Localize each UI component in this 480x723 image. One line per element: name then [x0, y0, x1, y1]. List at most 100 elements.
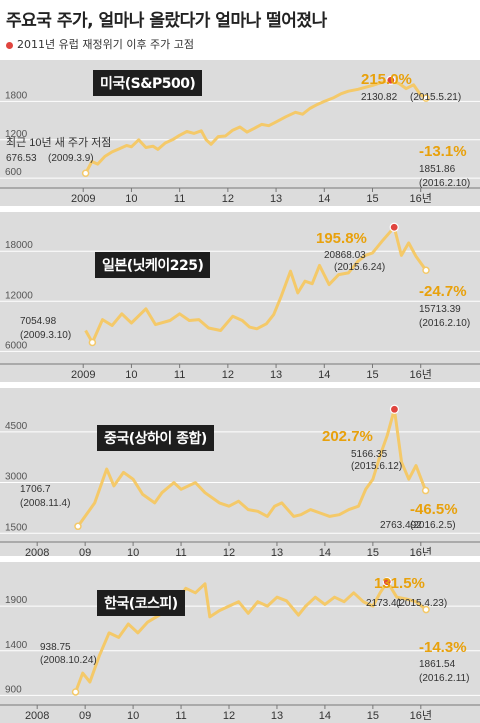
end-point-marker: [421, 486, 430, 495]
peak-percent: 202.7%: [322, 428, 373, 445]
y-tick-label: 3000: [5, 472, 28, 483]
x-tick-label: 13: [271, 547, 283, 556]
y-tick-label: 6000: [5, 340, 28, 351]
low-value: 676.53: [6, 153, 37, 164]
x-tick-label: 15: [367, 547, 379, 556]
end-date: (2016.2.11): [419, 673, 469, 684]
end-date: (2016.2.10): [419, 318, 470, 329]
drop-percent: -14.3%: [419, 639, 467, 656]
header: 주요국 주가, 얼마나 올랐다가 얼마나 떨어졌나 2011년 유럽 재정위기 …: [0, 0, 480, 60]
y-tick-label: 600: [5, 167, 22, 178]
divider: [0, 556, 480, 562]
x-tick-label: 2008: [25, 710, 49, 722]
peak-value: 2173.41: [366, 598, 403, 609]
low-point-marker: [88, 338, 97, 347]
end-value: 2763.492: [380, 520, 422, 531]
x-tick-label: 16년: [410, 709, 432, 722]
chart-panel-korea: 900 1400 1900 2008 09 10 11 12 13 14 15 16년 131.5% 21…: [0, 562, 480, 723]
x-tick-label: 11: [175, 547, 186, 556]
x-tick-label: 14: [318, 193, 330, 205]
peak-date: (2015.5.21): [410, 92, 461, 103]
x-tick-label: 16년: [410, 192, 432, 205]
series-label-china: 중국(상하이 종합): [97, 425, 214, 451]
x-tick-label: 10: [127, 547, 139, 556]
series-line: [74, 580, 428, 693]
low-point-marker: [74, 522, 82, 531]
end-value: 1851.86: [419, 164, 456, 175]
page-title: 주요국 주가, 얼마나 올랐다가 얼마나 떨어졌나: [6, 11, 327, 31]
peak-percent: 195.8%: [316, 230, 367, 247]
low-caption: 최근 10년 새 주가 저점: [6, 136, 111, 149]
drop-percent: -24.7%: [419, 283, 467, 300]
x-tick-label: 15: [367, 710, 379, 722]
low-date: (2009.3.9): [48, 153, 94, 164]
drop-percent: -13.1%: [419, 143, 467, 160]
y-tick-label: 1200: [5, 129, 28, 140]
divider: [0, 382, 480, 388]
peak-dot-icon: [6, 41, 13, 49]
peak-value: 2130.82: [361, 92, 398, 103]
x-tick-label: 13: [270, 193, 282, 205]
x-tick-label: 09: [79, 547, 91, 556]
low-point-marker: [81, 169, 90, 178]
x-tick-label: 14: [319, 547, 331, 556]
series-label-us: 미국(S&P500): [93, 70, 203, 96]
x-tick-label: 13: [271, 710, 283, 722]
x-tick-label: 10: [127, 710, 139, 722]
y-tick-label: 18000: [5, 240, 33, 251]
x-tick-label: 2008: [25, 547, 49, 556]
chart-japan: 6000 12000 18000 2009 10 11 12 13 14 15 16년 195.8% 2…: [0, 222, 480, 381]
y-tick-label: 1400: [5, 640, 28, 651]
x-tick-label: 10: [125, 369, 137, 381]
end-date: (2016.2.10): [419, 178, 470, 189]
x-tick-label: 10: [125, 193, 137, 205]
low-point-marker: [71, 688, 80, 696]
peak-point-marker: [386, 75, 396, 85]
low-value: 7054.98: [20, 316, 57, 327]
x-tick-label: 13: [270, 369, 282, 381]
peak-point-marker: [382, 577, 392, 587]
x-tick-label: 16년: [410, 368, 432, 381]
chart-us: 600 1200 1800 2009 10 11 12 13 14 15 16년 215.0% 2130…: [0, 71, 480, 205]
x-tick-label: 2009: [71, 193, 95, 205]
y-tick-label: 900: [5, 684, 22, 695]
series-line: [84, 78, 427, 175]
y-tick-label: 1900: [5, 595, 28, 606]
end-point-marker: [422, 94, 430, 102]
y-tick-label: 12000: [5, 290, 33, 301]
x-tick-label: 15: [366, 369, 378, 381]
low-date: (2008.10.24): [40, 655, 97, 666]
end-point-marker: [422, 605, 430, 614]
chart-korea: 900 1400 1900 2008 09 10 11 12 13 14 15 16년 131.5% 21…: [0, 575, 480, 722]
x-tick-label: 12: [222, 369, 234, 381]
x-tick-label: 12: [222, 193, 234, 205]
peak-value: 20868.03: [324, 250, 366, 261]
drop-percent: -46.5%: [410, 501, 458, 518]
end-value: 15713.39: [419, 304, 461, 315]
legend-text: 2011년 유럽 재정위기 이후 주가 고점: [17, 38, 195, 51]
x-tick-label: 14: [318, 369, 330, 381]
low-date: (2009.3.10): [20, 330, 71, 341]
chart-panel-china: 1500 3000 4500 2008 09 10 11 12 13 14 15 16년 202.7% 5…: [0, 388, 480, 556]
x-tick-label: 15: [366, 193, 378, 205]
peak-date: (2015.6.24): [334, 262, 385, 273]
series-line: [76, 407, 428, 528]
legend: 2011년 유럽 재정위기 이후 주가 고점: [6, 36, 194, 52]
peak-percent: 131.5%: [374, 575, 425, 592]
series-label-japan: 일본(닛케이225): [95, 252, 211, 278]
divider: [0, 206, 480, 212]
chart-china: 1500 3000 4500 2008 09 10 11 12 13 14 15 16년 202.7% 5…: [0, 404, 480, 556]
peak-point-marker: [389, 404, 400, 414]
x-tick-label: 14: [319, 710, 331, 722]
y-tick-label: 1800: [5, 90, 28, 101]
chart-panel-japan: 6000 12000 18000 2009 10 11 12 13 14 15 16년 195.8% 2…: [0, 212, 480, 382]
y-tick-label: 4500: [5, 421, 28, 432]
end-value: 1861.54: [419, 659, 456, 670]
series-line: [84, 225, 428, 344]
x-tick-label: 16년: [410, 546, 432, 556]
peak-value: 5166.35: [351, 449, 388, 460]
x-tick-label: 12: [223, 710, 235, 722]
x-tick-label: 11: [175, 710, 186, 722]
x-tick-label: 12: [223, 547, 235, 556]
